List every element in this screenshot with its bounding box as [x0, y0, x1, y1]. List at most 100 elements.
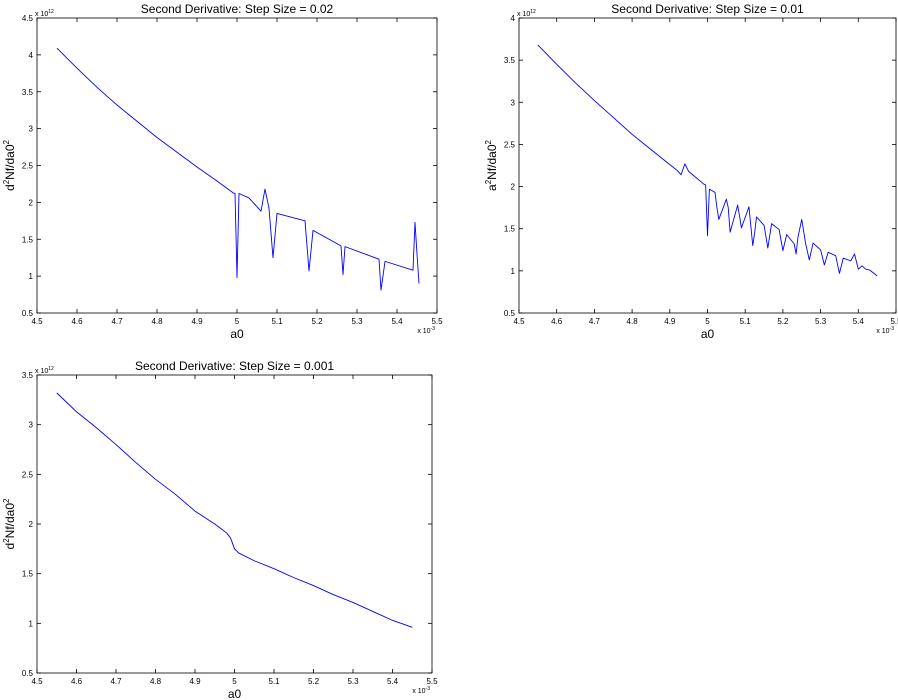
y-tick-label: 1: [29, 272, 34, 281]
x-tick-label: 4.8: [627, 317, 639, 326]
y-multiplier-exp: 12: [48, 9, 54, 15]
x-tick-label: 4.9: [191, 317, 203, 326]
y-tick-label: 2.5: [22, 470, 34, 479]
x-tick-label: 5.1: [268, 677, 280, 686]
x-axis-label: a0: [228, 687, 242, 700]
x-tick-label: 4.7: [589, 317, 601, 326]
series-line-1: [56, 47, 420, 291]
y-label-base: d: [3, 543, 17, 550]
y-label-mid: Nf/da0: [3, 144, 17, 180]
y-label-exp1: 2: [2, 179, 11, 184]
chart-2: 4.5 4.6 4.7 4.8 4.9 5 5.1 5.2 5.3 5.4 5.5 0.5 1 1.5 2 2…: [484, 2, 898, 341]
y-tick-label: 1.5: [504, 225, 516, 234]
y-label-exp2: 2: [2, 139, 11, 144]
y-multiplier-base: x 10: [35, 368, 48, 375]
x-tick-label: 5.3: [351, 317, 363, 326]
x-tick-label: 5.4: [387, 677, 399, 686]
x-tick-label: 5.2: [311, 317, 323, 326]
x-tick-label: 4.7: [110, 677, 122, 686]
y-tick-label: 3.5: [22, 371, 34, 380]
y-multiplier-exp: 12: [48, 366, 54, 372]
y-tick-label: 3: [29, 125, 34, 134]
x-multiplier: x 10-3: [417, 326, 435, 335]
x-tick-label: 4.6: [71, 677, 83, 686]
y-tick-label: 3.5: [22, 88, 34, 97]
y-axis-label: d2Nf/da02: [2, 139, 17, 191]
series-line-1: [537, 44, 878, 277]
y-axis-label: d2Nf/da02: [2, 498, 17, 550]
plot-frame: [36, 374, 433, 674]
y-tick-label: 2: [29, 198, 34, 207]
y-tick-label: 4: [29, 51, 34, 60]
y-tick-label: 3.5: [504, 56, 516, 65]
chart-1: 4.5 4.6 4.7 4.8 4.9 5 5.1 5.2 5.3 5.4 5.5 0.5 1 1.5 2 2…: [2, 2, 443, 341]
y-tick-label: 1: [29, 619, 34, 628]
x-tick-label: 5.1: [740, 317, 752, 326]
y-label-base: d: [3, 184, 17, 191]
x-tick-label: 4.9: [189, 677, 201, 686]
y-multiplier: x 1012: [517, 9, 536, 18]
chart-title: Second Derivative: Step Size = 0.001: [135, 359, 334, 373]
y-tick-label: 0.5: [22, 309, 34, 318]
y-tick-label: 3: [511, 98, 516, 107]
y-tick-label: 2: [29, 520, 34, 529]
x-tick-label: 5.5: [426, 677, 438, 686]
x-tick-label: 4.6: [551, 317, 563, 326]
x-tick-label: 4.5: [513, 317, 525, 326]
x-tick-label: 5.5: [890, 317, 898, 326]
y-label-mid: Nf/da0: [485, 144, 499, 180]
y-multiplier-base: x 10: [517, 11, 530, 18]
x-multiplier-base: x 10: [412, 688, 425, 695]
x-tick-label: 4.8: [151, 317, 163, 326]
y-label-exp2: 2: [484, 139, 493, 144]
x-multiplier-exp: -3: [431, 326, 436, 332]
y-tick-label: 4: [511, 14, 516, 23]
chart-3: 4.5 4.6 4.7 4.8 4.9 5 5.1 5.2 5.3 5.4 5.5 0.5 1 1.5 2 2…: [2, 359, 438, 700]
chart-title: Second Derivative: Step Size = 0.02: [141, 2, 334, 16]
y-tick-label: 1.5: [22, 570, 34, 579]
x-multiplier: x 10-3: [876, 326, 894, 335]
y-label-mid: Nf/da0: [3, 503, 17, 539]
x-tick-label: 4.5: [31, 317, 43, 326]
x-tick-label: 5: [232, 677, 237, 686]
x-multiplier-exp: -3: [890, 326, 895, 332]
x-tick-label: 4.7: [111, 317, 123, 326]
y-tick-label: 2.5: [504, 140, 516, 149]
y-multiplier: x 1012: [35, 366, 54, 375]
x-axis-label: a0: [230, 327, 244, 341]
x-tick-label: 5.2: [777, 317, 789, 326]
x-tick-label: 5.5: [431, 317, 443, 326]
y-label-exp2: 2: [2, 498, 11, 503]
y-multiplier-exp: 12: [530, 9, 536, 15]
y-label-exp1: 2: [484, 179, 493, 184]
x-multiplier-base: x 10: [876, 328, 889, 335]
y-label-exp1: 2: [2, 538, 11, 543]
x-tick-label: 5.3: [815, 317, 827, 326]
y-tick-label: 2.5: [22, 162, 34, 171]
x-tick-label: 4.9: [664, 317, 676, 326]
y-tick-label: 0.5: [22, 669, 34, 678]
x-tick-label: 5.4: [391, 317, 403, 326]
plot-frame: [518, 17, 897, 314]
y-axis-label: a2Nf/da02: [484, 139, 499, 191]
x-tick-label: 5.3: [347, 677, 359, 686]
series-line-1: [56, 392, 413, 628]
x-tick-label: 5.4: [853, 317, 865, 326]
x-multiplier-base: x 10: [417, 328, 430, 335]
x-tick-label: 5: [235, 317, 240, 326]
y-tick-label: 2: [511, 183, 516, 192]
x-tick-label: 5: [705, 317, 710, 326]
y-multiplier-base: x 10: [35, 11, 48, 18]
x-tick-label: 5.2: [308, 677, 320, 686]
y-multiplier: x 1012: [35, 9, 54, 18]
chart-title: Second Derivative: Step Size = 0.01: [611, 2, 804, 16]
x-tick-label: 5.1: [271, 317, 283, 326]
y-tick-label: 0.5: [504, 309, 516, 318]
x-tick-label: 4.5: [31, 677, 43, 686]
y-tick-label: 1.5: [22, 235, 34, 244]
y-label-base: a: [485, 184, 499, 191]
x-axis-label: a0: [701, 327, 715, 341]
x-multiplier-exp: -3: [426, 686, 431, 692]
y-tick-label: 1: [511, 267, 516, 276]
x-multiplier: x 10-3: [412, 686, 430, 695]
